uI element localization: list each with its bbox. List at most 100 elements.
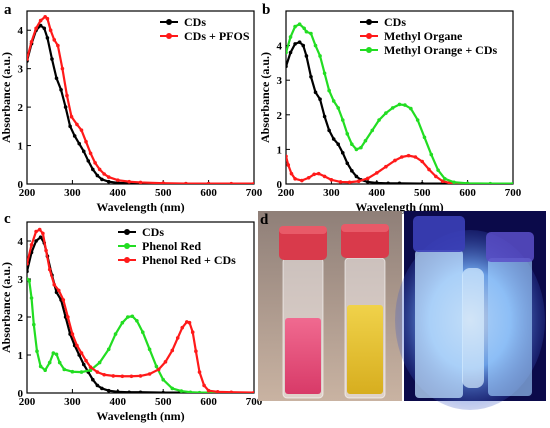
x-axis-label: Wavelength (nm): [96, 200, 184, 214]
x-tick-label: 500: [155, 396, 172, 408]
data-point: [156, 367, 161, 372]
data-point: [403, 103, 407, 107]
data-point: [206, 181, 211, 184]
x-tick-label: 400: [110, 396, 127, 408]
data-point: [37, 227, 42, 232]
data-point: [38, 364, 43, 369]
plot-frame: [26, 221, 255, 394]
series-line: [286, 154, 513, 184]
data-point: [127, 390, 131, 393]
data-point: [97, 167, 102, 172]
x-tick-label: 200: [278, 187, 295, 199]
chart-a-absorbance-cds-pfos: 200 300 400 500 600 700 0 1 2 3 4 Wavelength (nm) Ab…: [0, 10, 263, 214]
series-line: [27, 228, 254, 393]
photo-uv: [395, 211, 546, 410]
data-point: [365, 176, 370, 181]
data-point: [127, 179, 131, 184]
y-tick-label: 3: [18, 274, 24, 286]
data-point: [345, 161, 350, 166]
data-point: [29, 296, 34, 300]
data-point: [63, 105, 68, 109]
x-tick-label: 200: [19, 396, 36, 408]
series-line: [286, 41, 513, 184]
data-point: [440, 179, 445, 184]
x-axis-label: Wavelength (nm): [96, 409, 184, 423]
y-axis-label: Absorbance (a.u.): [258, 52, 272, 143]
data-point: [365, 180, 370, 184]
data-point: [61, 298, 66, 302]
data-point: [51, 351, 56, 355]
x-tick-label: 500: [155, 187, 172, 199]
data-point: [84, 139, 88, 144]
data-point: [443, 177, 447, 181]
data-point: [54, 352, 59, 357]
legend-swatch-marker: [124, 229, 130, 235]
data-point: [48, 28, 53, 33]
data-point: [120, 374, 125, 379]
data-point: [377, 118, 381, 122]
data-point: [135, 319, 139, 323]
photo-daylight: [258, 211, 402, 401]
data-point: [197, 370, 202, 374]
data-point: [161, 181, 165, 184]
data-point: [302, 26, 306, 31]
series-methyl-orange-cds: [286, 22, 513, 184]
data-point: [309, 74, 313, 79]
data-point: [301, 43, 306, 48]
data-point: [68, 124, 72, 129]
data-point: [41, 231, 45, 236]
data-point: [45, 36, 50, 40]
data-point: [318, 54, 322, 58]
x-tick-label: 600: [459, 187, 476, 199]
data-point: [229, 181, 234, 184]
x-tick-label: 400: [369, 187, 386, 199]
data-point: [465, 181, 470, 184]
data-point: [44, 248, 48, 253]
data-point: [170, 386, 175, 391]
data-point: [106, 347, 111, 352]
data-point: [427, 167, 431, 172]
data-point: [88, 151, 93, 156]
data-point: [95, 173, 100, 178]
data-point: [312, 172, 316, 177]
series-cds-pfos: [27, 14, 254, 184]
y-tick-label: 4: [18, 236, 24, 248]
legend-swatch-marker: [124, 243, 130, 249]
data-point: [188, 390, 193, 393]
x-tick-label: 600: [200, 187, 217, 199]
data-point: [100, 177, 104, 182]
legend-swatch-marker: [166, 19, 172, 25]
data-point: [359, 145, 363, 150]
data-point: [163, 360, 168, 364]
data-point: [57, 360, 62, 365]
data-point: [384, 164, 388, 169]
data-point: [215, 390, 220, 393]
vial-pink: [279, 226, 327, 399]
data-point: [140, 330, 145, 335]
data-point: [43, 368, 47, 373]
vial-cap-red: [341, 224, 389, 258]
data-point: [138, 390, 143, 393]
data-point: [386, 181, 390, 184]
data-point: [179, 389, 184, 393]
data-point: [452, 180, 456, 184]
series-cds: [27, 23, 254, 184]
legend-label: CDs + PFOS: [184, 29, 250, 43]
data-point: [185, 320, 189, 324]
series-phenol-red-cds: [27, 227, 254, 393]
data-point: [322, 114, 327, 119]
data-point: [375, 171, 379, 175]
data-point: [197, 390, 202, 393]
data-point: [52, 38, 57, 42]
data-point: [38, 18, 43, 23]
data-point: [120, 320, 125, 325]
legend-label: Methyl Organe: [384, 29, 463, 43]
data-point: [354, 174, 359, 179]
data-point: [397, 102, 402, 107]
data-point: [75, 343, 79, 348]
data-point: [100, 386, 104, 391]
data-point: [147, 372, 152, 376]
data-point: [129, 374, 134, 379]
data-point: [69, 114, 74, 119]
data-point: [79, 351, 84, 355]
